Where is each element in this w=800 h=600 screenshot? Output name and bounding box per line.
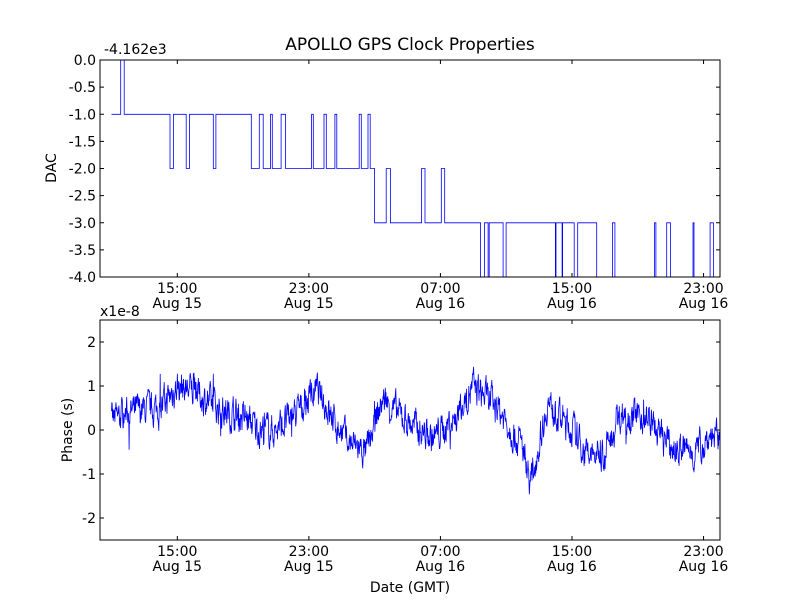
dac-y-tick-label: -0.5: [69, 80, 96, 96]
phase-y-tick-label: 2: [87, 335, 96, 351]
phase-x-tick-date: Aug 16: [416, 559, 466, 575]
phase-y-tick-label: -1: [82, 467, 96, 483]
phase-x-tick-date: Aug 16: [547, 559, 597, 575]
phase-x-tick-time: 23:00: [683, 544, 723, 560]
dac-x-tick-date: Aug 15: [152, 296, 202, 312]
dac-x-tick-date: Aug 16: [547, 296, 597, 312]
dac-x-tick-time: 15:00: [552, 281, 592, 297]
dac-x-tick-time: 07:00: [420, 281, 460, 297]
dac-y-tick-label: 0.0: [74, 53, 96, 69]
figure-title: APOLLO GPS Clock Properties: [285, 35, 535, 55]
phase-x-tick-date: Aug 15: [284, 559, 334, 575]
dac-series-layer: [111, 59, 720, 278]
phase-x-tick-time: 15:00: [552, 544, 592, 560]
phase-y-tick-label: 1: [87, 379, 96, 395]
phase-y-tick-label: -2: [82, 511, 96, 527]
dac-x-tick-time: 15:00: [157, 281, 197, 297]
dac-y-tick-label: -3.0: [69, 216, 96, 232]
dac-x-tick-date: Aug 16: [416, 296, 466, 312]
dac-x-tick-time: 23:00: [683, 281, 723, 297]
dac-series-line: [111, 59, 720, 278]
dac-x-tick-date: Aug 15: [284, 296, 334, 312]
phase-y-tick-label: 0: [87, 423, 96, 439]
phase-x-tick-time: 15:00: [157, 544, 197, 560]
dac-y-tick-label: -4.0: [69, 270, 96, 286]
dac-axes: 0.0 -0.5 -1.0 -1.5 -2.0 -2.5 -3.0 -3.5 -4.0 15:0…: [44, 42, 728, 312]
dac-y-ticks: 0.0 -0.5 -1.0 -1.5 -2.0 -2.5 -3.0 -3.5 -4.0: [69, 53, 720, 286]
phase-offset-text: x1e-8: [100, 304, 140, 320]
phase-x-label: Date (GMT): [370, 580, 450, 596]
phase-x-tick-date: Aug 15: [152, 559, 202, 575]
dac-y-tick-label: -2.5: [69, 189, 96, 205]
dac-y-label: DAC: [44, 153, 60, 183]
dac-axes-frame: [99, 59, 721, 278]
phase-x-tick-time: 23:00: [289, 544, 329, 560]
phase-x-tick-date: Aug 16: [679, 559, 729, 575]
dac-offset-text: -4.162e3: [104, 42, 167, 58]
phase-y-label: Phase (s): [60, 398, 76, 462]
dac-y-tick-label: -1.5: [69, 134, 96, 150]
dac-x-tick-date: Aug 16: [679, 296, 729, 312]
dac-y-tick-label: -2.0: [69, 162, 96, 178]
phase-x-tick-time: 07:00: [420, 544, 460, 560]
phase-series-line: [111, 366, 721, 495]
phase-y-ticks: 2 1 0 -1 -2: [82, 335, 720, 527]
dac-y-tick-label: -1.0: [69, 107, 96, 123]
phase-series-layer: [111, 366, 721, 495]
dac-x-tick-time: 23:00: [289, 281, 329, 297]
dac-y-tick-label: -3.5: [69, 243, 96, 259]
